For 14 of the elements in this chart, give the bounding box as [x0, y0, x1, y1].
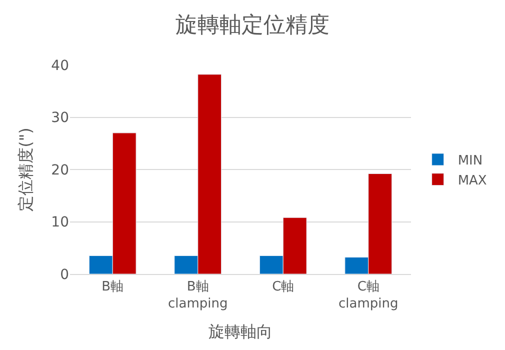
legend-label: MAX — [458, 173, 487, 188]
y-axis-title: 定位精度(") — [16, 128, 36, 212]
x-tick-label: C軸 clamping — [338, 280, 398, 312]
legend-label: MIN — [458, 154, 483, 169]
x-tick-label: B軸 clamping — [168, 280, 228, 312]
chart-title: 旋轉軸定位精度 — [176, 13, 330, 38]
y-tick-label: 20 — [51, 162, 69, 178]
x-tick-label: C軸 — [272, 280, 294, 295]
y-tick-label: 0 — [60, 266, 69, 283]
y-tick-label: 10 — [51, 214, 69, 231]
y-tick-label: 40 — [51, 58, 69, 74]
x-tick-label: B軸 — [102, 280, 124, 295]
y-tick-label: 30 — [51, 110, 69, 126]
x-axis-title: 旋轉軸向 — [208, 322, 272, 342]
